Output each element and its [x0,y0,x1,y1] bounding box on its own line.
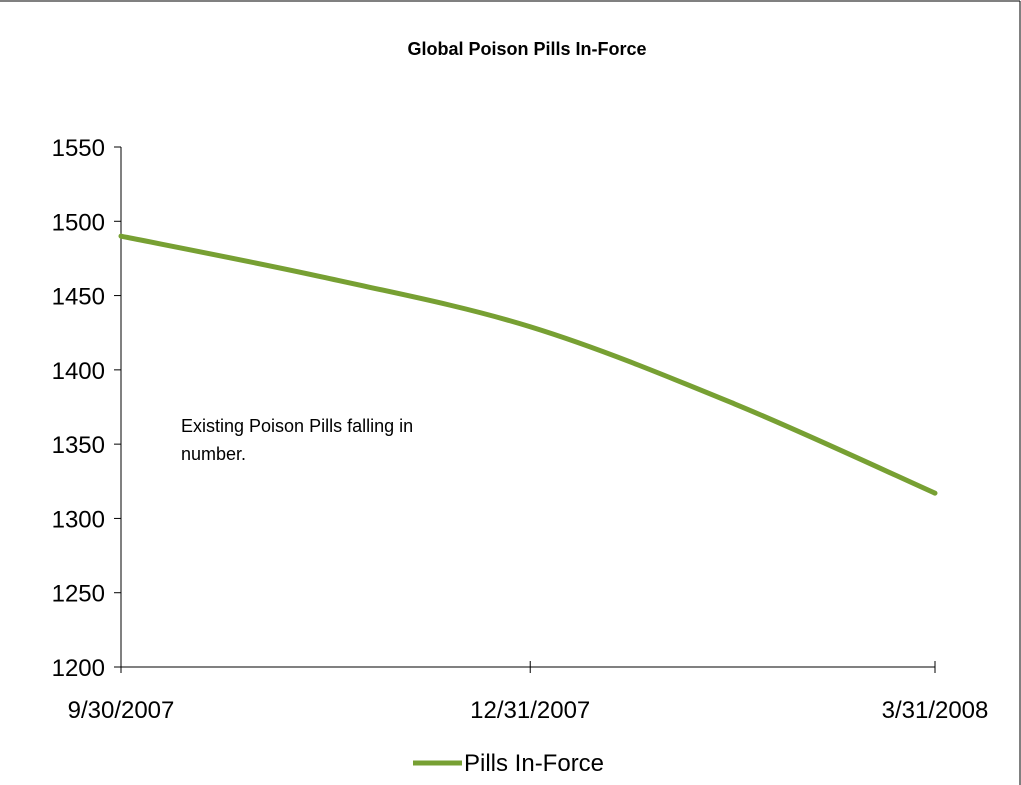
x-tick-label: 12/31/2007 [470,697,590,724]
annotation: Existing Poison Pills falling in number. [181,416,413,464]
series-line-pills-in-force [118,233,938,496]
x-tick-label: 3/31/2008 [882,697,989,724]
y-axis: 1200 1250 1300 1350 1400 1450 1500 1550 [52,135,122,682]
annotation-line-2: number. [181,444,246,464]
y-tick-label: 1500 [52,209,105,236]
x-tick-label: 9/30/2007 [68,697,175,724]
legend-label: Pills In-Force [464,750,604,777]
y-tick-label: 1200 [52,655,105,682]
legend: Pills In-Force [413,750,604,777]
series-layer [118,233,938,496]
y-tick-label: 1300 [52,506,105,533]
y-tick-label: 1400 [52,358,105,385]
x-axis: 9/30/2007 12/31/2007 3/31/2008 [68,661,989,724]
y-tick-label: 1250 [52,581,105,608]
chart-title: Global Poison Pills In-Force [407,39,646,59]
y-tick-label: 1550 [52,135,105,162]
y-tick-label: 1450 [52,284,105,311]
y-tick-label: 1350 [52,432,105,459]
annotation-line-1: Existing Poison Pills falling in [181,416,413,436]
